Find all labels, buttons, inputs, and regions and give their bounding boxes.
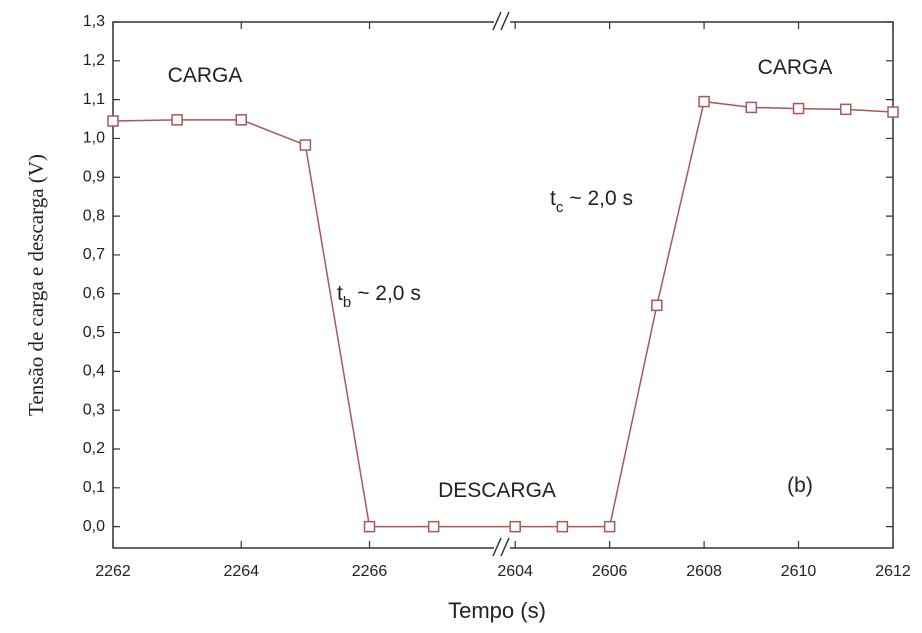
annotation-part: t: [337, 282, 343, 305]
x-tick-label: 2606: [592, 563, 628, 580]
marker: [840, 103, 852, 116]
y-tick-label: 0,4: [83, 363, 105, 380]
x-tick-label: 2608: [686, 563, 722, 580]
y-tick-label: 1,1: [83, 91, 105, 108]
y-axis-title: Tensão de carga e descarga (V): [24, 154, 48, 416]
y-tick-label: 0,5: [83, 324, 105, 341]
marker: [171, 114, 183, 126]
annotation: (b): [787, 474, 813, 497]
y-tick-label: 1,3: [83, 13, 105, 30]
y-tick-label: 0,7: [83, 246, 105, 263]
marker: [651, 299, 663, 312]
x-tick-label: 2264: [223, 563, 259, 580]
x-tick-label: 2604: [497, 563, 533, 580]
x-tick-label: 2610: [781, 563, 817, 580]
annotation: DESCARGA: [438, 479, 556, 502]
marker: [509, 520, 521, 533]
annotation: tc ~ 2,0 s: [550, 187, 633, 216]
y-tick-label: 0,1: [83, 479, 105, 496]
marker: [698, 95, 710, 108]
marker: [745, 101, 758, 114]
annotation: CARGA: [758, 56, 833, 79]
y-tick-label: 0,9: [83, 168, 105, 185]
annotation-part: c: [556, 199, 564, 216]
marker: [792, 102, 805, 115]
annotation: CARGA: [168, 64, 243, 87]
annotation-part: CARGA: [168, 64, 243, 87]
y-tick-label: 0,8: [83, 207, 105, 224]
y-tick-label: 0,6: [83, 285, 105, 302]
marker: [363, 520, 376, 533]
marker: [556, 520, 569, 533]
marker: [887, 106, 899, 118]
marker: [299, 139, 312, 151]
marker: [107, 115, 119, 127]
y-tick-label: 0,2: [83, 440, 105, 457]
x-tick-label: 2266: [352, 563, 388, 580]
marker: [427, 520, 440, 533]
y-tick-label: 0,0: [83, 518, 105, 535]
marker: [603, 520, 616, 533]
annotation-part: DESCARGA: [438, 479, 556, 502]
x-tick-label: 2612: [875, 563, 911, 580]
marker: [235, 114, 248, 126]
annotation-part: (b): [787, 474, 813, 497]
series-line: [112, 100, 894, 528]
plot-frame: [112, 21, 894, 549]
x-axis-title: Tempo (s): [448, 598, 546, 623]
y-tick-label: 0,3: [83, 401, 105, 418]
annotation-part: ~ 2,0 s: [569, 187, 633, 210]
x-tick-label: 2262: [95, 563, 131, 580]
annotation-part: ~ 2,0 s: [357, 282, 421, 305]
annotation-part: t: [550, 187, 556, 210]
annotation: tb ~ 2,0 s: [337, 282, 421, 311]
axis-break: [492, 11, 510, 558]
annotation-part: CARGA: [758, 56, 833, 79]
annotation-part: b: [343, 294, 351, 311]
y-tick-label: 1,2: [83, 52, 105, 69]
y-tick-label: 1,0: [83, 130, 105, 147]
